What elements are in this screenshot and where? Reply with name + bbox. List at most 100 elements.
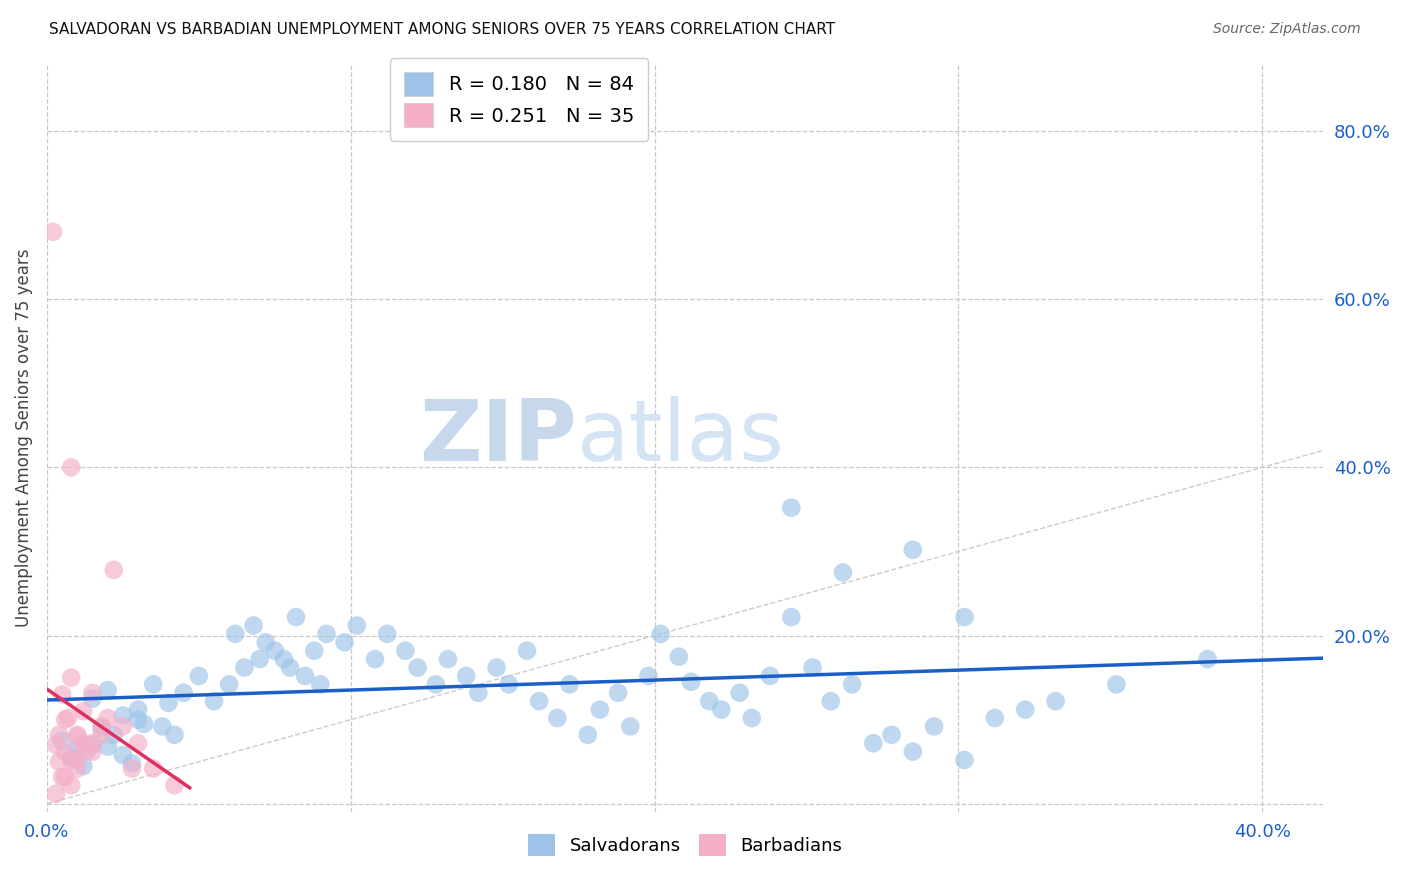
Point [249,652,271,666]
Point [111,747,134,762]
Point [60,460,83,475]
Text: ZIP: ZIP [419,396,576,479]
Point [224,627,246,641]
Point [759,669,782,683]
Point [558,677,581,691]
Point [710,703,733,717]
Point [832,566,855,580]
Point [72,759,94,773]
Point [51,688,73,702]
Point [780,610,803,624]
Point [425,677,447,691]
Point [121,762,143,776]
Point [90,728,112,742]
Point [150,719,173,733]
Point [607,686,630,700]
Point [901,542,924,557]
Point [72,736,94,750]
Point [820,694,842,708]
Point [364,652,387,666]
Point [880,728,903,742]
Point [741,711,763,725]
Point [278,660,301,674]
Point [485,660,508,674]
Point [254,635,277,649]
Point [163,778,186,792]
Point [163,728,186,742]
Point [103,563,125,577]
Point [90,721,112,735]
Point [637,669,659,683]
Point [60,778,83,792]
Text: Source: ZipAtlas.com: Source: ZipAtlas.com [1213,22,1361,37]
Text: atlas: atlas [576,396,785,479]
Point [527,694,550,708]
Point [346,618,368,632]
Point [953,753,976,767]
Point [111,719,134,733]
Point [1197,652,1219,666]
Point [60,750,83,764]
Point [406,660,429,674]
Text: SALVADORAN VS BARBADIAN UNEMPLOYMENT AMONG SENIORS OVER 75 YEARS CORRELATION CHA: SALVADORAN VS BARBADIAN UNEMPLOYMENT AMO… [49,22,835,37]
Point [51,733,73,747]
Point [53,770,76,784]
Point [285,610,308,624]
Point [48,728,70,742]
Point [304,644,326,658]
Point [394,644,416,658]
Point [233,660,256,674]
Point [142,762,165,776]
Y-axis label: Unemployment Among Seniors over 75 years: Unemployment Among Seniors over 75 years [15,249,32,627]
Point [42,225,65,239]
Point [127,703,149,717]
Point [60,671,83,685]
Point [72,736,94,750]
Point [333,635,356,649]
Point [90,719,112,733]
Point [121,756,143,771]
Point [294,669,316,683]
Point [72,704,94,718]
Point [650,627,672,641]
Point [48,755,70,769]
Point [1045,694,1067,708]
Point [157,696,180,710]
Point [51,770,73,784]
Point [53,713,76,727]
Point [66,742,89,756]
Point [901,745,924,759]
Point [309,677,332,691]
Point [922,719,945,733]
Point [45,738,67,752]
Point [127,713,149,727]
Point [82,691,104,706]
Point [668,649,690,664]
Point [375,627,398,641]
Point [273,652,295,666]
Point [589,703,612,717]
Point [66,762,89,776]
Point [467,686,489,700]
Point [456,669,478,683]
Point [780,500,803,515]
Point [437,652,460,666]
Point [984,711,1007,725]
Point [619,719,641,733]
Point [953,610,976,624]
Point [173,686,195,700]
Point [187,669,209,683]
Point [97,739,120,754]
Point [60,753,83,767]
Point [801,660,824,674]
Point [679,674,702,689]
Point [56,711,79,725]
Point [242,618,264,632]
Point [516,644,538,658]
Point [53,745,76,759]
Point [697,694,720,708]
Point [75,745,97,759]
Point [82,745,104,759]
Point [862,736,884,750]
Point [1105,677,1128,691]
